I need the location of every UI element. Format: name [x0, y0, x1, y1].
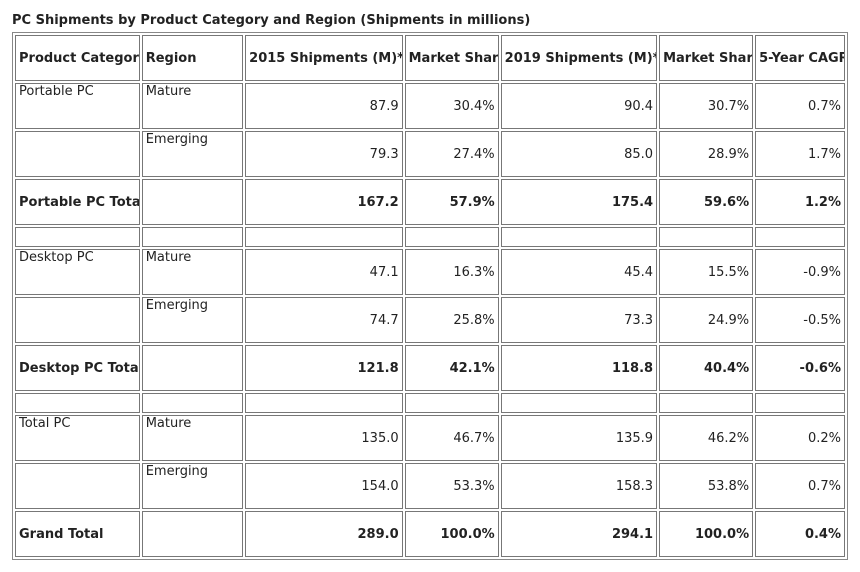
- category-cell: Desktop PC: [15, 249, 140, 295]
- market-share-2015-cell: 46.7%: [404, 415, 499, 461]
- shipments-2015-cell: 47.1: [245, 249, 403, 295]
- shipments-2015-cell: 121.8: [245, 345, 403, 391]
- grand-total-row: Grand Total 289.0 100.0% 294.1 100.0% 0.4%: [15, 511, 845, 557]
- table-title: PC Shipments by Product Category and Reg…: [12, 13, 531, 28]
- cagr-cell: 1.7%: [755, 131, 845, 177]
- region-cell: [141, 179, 244, 225]
- header-row: Product Category Region 2015 Shipments (…: [15, 35, 845, 81]
- shipments-2015-cell: 87.9: [245, 83, 403, 129]
- table-row: Emerging 79.3 27.4% 85.0 28.9% 1.7%: [15, 131, 845, 177]
- category-cell: [15, 131, 140, 177]
- region-cell: Mature: [141, 83, 244, 129]
- subtotal-row: Desktop PC Total 121.8 42.1% 118.8 40.4% -0.6…: [15, 345, 845, 391]
- market-share-2019-cell: 100.0%: [659, 511, 754, 557]
- region-cell: Mature: [141, 415, 244, 461]
- empty-cell: [659, 393, 754, 413]
- shipments-2019-cell: 73.3: [500, 297, 658, 343]
- cagr-cell: 0.7%: [755, 463, 845, 509]
- empty-cell: [245, 393, 403, 413]
- cagr-cell: 0.2%: [755, 415, 845, 461]
- empty-cell: [404, 393, 499, 413]
- table-row: Total PC Mature 135.0 46.7% 135.9 46.2% 0.2%: [15, 415, 845, 461]
- empty-cell: [500, 227, 658, 247]
- table-row: Emerging 154.0 53.3% 158.3 53.8% 0.7%: [15, 463, 845, 509]
- market-share-2019-cell: 24.9%: [659, 297, 754, 343]
- market-share-2019-cell: 40.4%: [659, 345, 754, 391]
- shipments-2015-cell: 74.7: [245, 297, 403, 343]
- market-share-2019-cell: 30.7%: [659, 83, 754, 129]
- cagr-cell: 0.7%: [755, 83, 845, 129]
- empty-cell: [755, 227, 845, 247]
- category-cell: Desktop PC Total: [15, 345, 140, 391]
- shipments-2019-cell: 175.4: [500, 179, 658, 225]
- region-cell: [141, 345, 244, 391]
- column-header: 2019 Shipments (M)*: [500, 35, 658, 81]
- shipments-2019-cell: 85.0: [500, 131, 658, 177]
- market-share-2015-cell: 57.9%: [404, 179, 499, 225]
- column-header: Product Category: [15, 35, 140, 81]
- table-row: Desktop PC Mature 47.1 16.3% 45.4 15.5% -0.9%: [15, 249, 845, 295]
- column-header: 2015 Shipments (M)*: [245, 35, 403, 81]
- empty-cell: [500, 393, 658, 413]
- empty-cell: [15, 227, 140, 247]
- cagr-cell: 0.4%: [755, 511, 845, 557]
- shipments-2019-cell: 90.4: [500, 83, 658, 129]
- cagr-cell: -0.9%: [755, 249, 845, 295]
- shipments-2015-cell: 135.0: [245, 415, 403, 461]
- cagr-cell: -0.5%: [755, 297, 845, 343]
- cagr-cell: -0.6%: [755, 345, 845, 391]
- empty-cell: [141, 393, 244, 413]
- market-share-2015-cell: 27.4%: [404, 131, 499, 177]
- region-cell: Emerging: [141, 297, 244, 343]
- market-share-2019-cell: 46.2%: [659, 415, 754, 461]
- market-share-2015-cell: 25.8%: [404, 297, 499, 343]
- empty-cell: [659, 227, 754, 247]
- category-cell: Grand Total: [15, 511, 140, 557]
- spacer-row: [15, 393, 845, 413]
- category-cell: Total PC: [15, 415, 140, 461]
- shipments-2015-cell: 154.0: [245, 463, 403, 509]
- region-cell: Emerging: [141, 131, 244, 177]
- market-share-2019-cell: 59.6%: [659, 179, 754, 225]
- column-header: 5-Year CAGR: [755, 35, 845, 81]
- market-share-2015-cell: 42.1%: [404, 345, 499, 391]
- market-share-2019-cell: 15.5%: [659, 249, 754, 295]
- shipments-2015-cell: 79.3: [245, 131, 403, 177]
- shipments-2019-cell: 45.4: [500, 249, 658, 295]
- cagr-cell: 1.2%: [755, 179, 845, 225]
- shipments-2015-cell: 289.0: [245, 511, 403, 557]
- category-cell: Portable PC Total: [15, 179, 140, 225]
- empty-cell: [15, 393, 140, 413]
- market-share-2015-cell: 30.4%: [404, 83, 499, 129]
- subtotal-row: Portable PC Total 167.2 57.9% 175.4 59.6% 1.2…: [15, 179, 845, 225]
- table-row: Portable PC Mature 87.9 30.4% 90.4 30.7% 0.7%: [15, 83, 845, 129]
- shipments-2019-cell: 294.1: [500, 511, 658, 557]
- region-cell: Mature: [141, 249, 244, 295]
- shipments-2015-cell: 167.2: [245, 179, 403, 225]
- empty-cell: [404, 227, 499, 247]
- table-row: Emerging 74.7 25.8% 73.3 24.9% -0.5%: [15, 297, 845, 343]
- market-share-2019-cell: 28.9%: [659, 131, 754, 177]
- market-share-2015-cell: 100.0%: [404, 511, 499, 557]
- region-cell: Emerging: [141, 463, 244, 509]
- table-body: Portable PC Mature 87.9 30.4% 90.4 30.7% 0.7% E…: [15, 83, 845, 557]
- market-share-2015-cell: 53.3%: [404, 463, 499, 509]
- empty-cell: [755, 393, 845, 413]
- region-cell: [141, 511, 244, 557]
- shipments-2019-cell: 118.8: [500, 345, 658, 391]
- column-header: Market Share: [404, 35, 499, 81]
- shipments-2019-cell: 158.3: [500, 463, 658, 509]
- shipments-table: Product Category Region 2015 Shipments (…: [12, 32, 848, 560]
- spacer-row: [15, 227, 845, 247]
- shipments-2019-cell: 135.9: [500, 415, 658, 461]
- empty-cell: [245, 227, 403, 247]
- column-header: Market Share: [659, 35, 754, 81]
- market-share-2015-cell: 16.3%: [404, 249, 499, 295]
- column-header: Region: [141, 35, 244, 81]
- category-cell: [15, 297, 140, 343]
- empty-cell: [141, 227, 244, 247]
- category-cell: [15, 463, 140, 509]
- category-cell: Portable PC: [15, 83, 140, 129]
- market-share-2019-cell: 53.8%: [659, 463, 754, 509]
